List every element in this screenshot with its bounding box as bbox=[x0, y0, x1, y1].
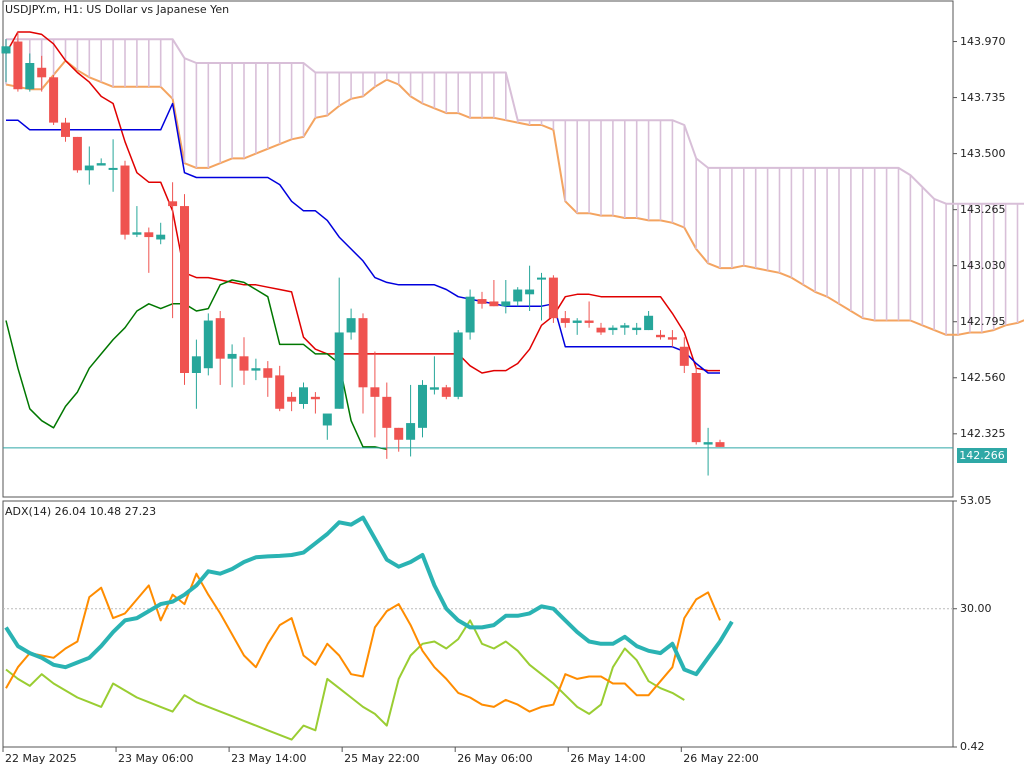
candle-body bbox=[37, 67, 47, 78]
candle-body bbox=[49, 77, 59, 123]
candle-body bbox=[84, 165, 94, 171]
time-axis-label: 22 May 2025 bbox=[5, 752, 77, 765]
adx-chart-frame bbox=[2, 500, 954, 748]
candle-body bbox=[370, 387, 380, 397]
candle-body bbox=[537, 277, 546, 280]
time-axis-label: 26 May 22:00 bbox=[683, 752, 759, 765]
adx-axis-label: 53.05 bbox=[960, 494, 992, 507]
time-axis-label: 23 May 06:00 bbox=[118, 752, 194, 765]
chikou-span-line bbox=[5, 279, 387, 451]
adx-axis-label: 30.00 bbox=[960, 601, 992, 615]
candle-body bbox=[501, 301, 511, 307]
candle-body bbox=[525, 289, 535, 295]
candle-body bbox=[203, 320, 213, 369]
candle-body bbox=[441, 387, 451, 397]
candle-body bbox=[453, 332, 463, 397]
candle-body bbox=[656, 334, 665, 338]
candle-body bbox=[275, 375, 285, 409]
candle-body bbox=[584, 320, 594, 323]
candle-body bbox=[406, 423, 416, 440]
candle-body bbox=[489, 301, 499, 307]
candle-body bbox=[168, 201, 178, 207]
time-axis-label: 25 May 22:00 bbox=[344, 752, 420, 765]
senkou-span-a-line bbox=[5, 59, 1024, 336]
candle-body bbox=[96, 163, 106, 166]
candle-body bbox=[608, 327, 618, 331]
adx-axis-label: 0.42 bbox=[960, 740, 985, 753]
candle-body bbox=[358, 318, 368, 388]
minus-di-line bbox=[5, 619, 685, 741]
candle-body bbox=[227, 353, 237, 359]
time-axis-label: 23 May 14:00 bbox=[231, 752, 307, 765]
candle-body bbox=[299, 387, 308, 404]
candle-body bbox=[61, 122, 70, 137]
adx-line bbox=[4, 515, 734, 677]
current-price-label: 142.266 bbox=[957, 448, 1007, 463]
plus-di-line bbox=[5, 572, 721, 713]
candle-body bbox=[429, 387, 439, 390]
candle-body bbox=[180, 206, 189, 373]
time-axis-label: 26 May 06:00 bbox=[457, 752, 533, 765]
candle-body bbox=[620, 325, 630, 328]
candle-body bbox=[679, 346, 689, 366]
price-axis-label: 142.560 bbox=[960, 370, 1006, 384]
candle-body bbox=[287, 396, 297, 402]
price-axis-label: 142.795 bbox=[960, 314, 1006, 328]
price-axis-label: 142.325 bbox=[960, 426, 1006, 440]
candle-body bbox=[667, 337, 677, 340]
candle-body bbox=[215, 318, 225, 359]
price-axis-label: 143.970 bbox=[960, 34, 1006, 48]
candle-body bbox=[513, 289, 523, 302]
candle-body bbox=[191, 356, 201, 373]
kijun-sen-line bbox=[6, 102, 720, 374]
candle-body bbox=[346, 318, 356, 333]
price-axis-label: 143.265 bbox=[960, 202, 1006, 216]
price-axis-label: 143.500 bbox=[960, 146, 1006, 160]
candle-body bbox=[691, 373, 701, 443]
candle-body bbox=[144, 232, 154, 238]
candle-body bbox=[13, 41, 23, 90]
candle-body bbox=[394, 427, 404, 440]
candle-body bbox=[560, 318, 570, 323]
candle-body bbox=[156, 234, 166, 240]
candle-body bbox=[263, 368, 273, 378]
main-chart-title: USDJPY.m, H1: US Dollar vs Japanese Yen bbox=[5, 3, 230, 16]
candle-body bbox=[310, 396, 320, 400]
candle-body bbox=[572, 320, 582, 323]
candle-body bbox=[72, 136, 82, 171]
candle-body bbox=[465, 296, 475, 333]
candle-body bbox=[120, 165, 130, 235]
time-axis-label: 26 May 14:00 bbox=[570, 752, 646, 765]
candle-body bbox=[715, 442, 725, 447]
candle-body bbox=[644, 315, 654, 331]
price-axis-label: 143.735 bbox=[960, 90, 1006, 104]
candle-body bbox=[418, 384, 427, 428]
candle-body bbox=[251, 368, 261, 371]
candle-body bbox=[334, 332, 344, 409]
candle-body bbox=[1, 46, 11, 54]
candle-body bbox=[596, 327, 606, 333]
candle-body bbox=[548, 277, 558, 319]
candle-body bbox=[108, 167, 118, 170]
adx-indicator-title: ADX(14) 26.04 10.48 27.23 bbox=[5, 505, 157, 518]
senkou-span-b-line bbox=[6, 38, 1024, 205]
candle-body bbox=[25, 63, 35, 90]
candle-body bbox=[239, 356, 249, 371]
candle-body bbox=[632, 327, 642, 331]
candle-body bbox=[322, 413, 332, 426]
candle-body bbox=[703, 442, 713, 445]
candle-body bbox=[477, 299, 487, 304]
candle-body bbox=[132, 232, 142, 235]
main-chart-frame bbox=[2, 0, 954, 498]
candle-body bbox=[382, 396, 392, 428]
price-axis-label: 143.030 bbox=[960, 258, 1006, 272]
